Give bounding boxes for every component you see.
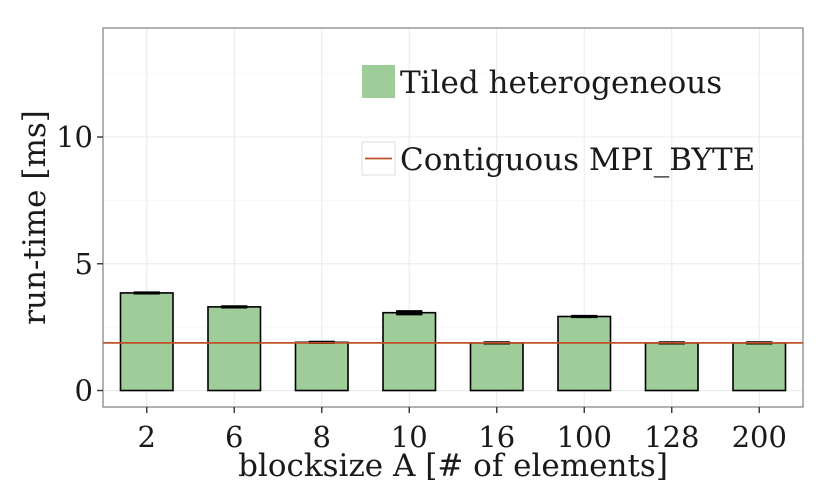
y-axis-title: run-time [ms] — [17, 110, 53, 325]
y-axis: 0 5 10 — [56, 120, 103, 408]
x-tick-label: 2 — [138, 420, 156, 454]
x-tick-label: 128 — [644, 420, 699, 454]
bar — [557, 315, 612, 392]
plot-panel — [102, 27, 804, 408]
x-tick-label: 100 — [557, 420, 612, 454]
legend-key-bar — [362, 65, 395, 98]
bar — [119, 292, 174, 392]
bar — [469, 342, 524, 392]
bar — [644, 342, 699, 392]
y-tick-label: 10 — [56, 120, 93, 154]
bar — [294, 341, 349, 392]
legend-label-line: Contiguous MPI_BYTE — [400, 142, 755, 178]
bars — [119, 291, 787, 392]
x-tick-label: 6 — [225, 420, 243, 454]
bar — [207, 306, 262, 392]
y-tick-label: 5 — [75, 247, 93, 281]
bar — [732, 342, 787, 392]
x-tick-label: 8 — [313, 420, 331, 454]
x-tick-label: 16 — [478, 420, 515, 454]
bar — [382, 311, 437, 392]
x-axis-title: blocksize A [# of elements] — [238, 448, 668, 484]
x-axis: 2 6 8 10 16 100 128 200 — [138, 407, 787, 454]
y-tick-label: 0 — [75, 374, 93, 408]
legend-label-bar: Tiled heterogeneous — [400, 65, 722, 101]
x-tick-label: 200 — [732, 420, 787, 454]
legend: Tiled heterogeneous Contiguous MPI_BYTE — [361, 65, 755, 178]
x-tick-label: 10 — [391, 420, 428, 454]
